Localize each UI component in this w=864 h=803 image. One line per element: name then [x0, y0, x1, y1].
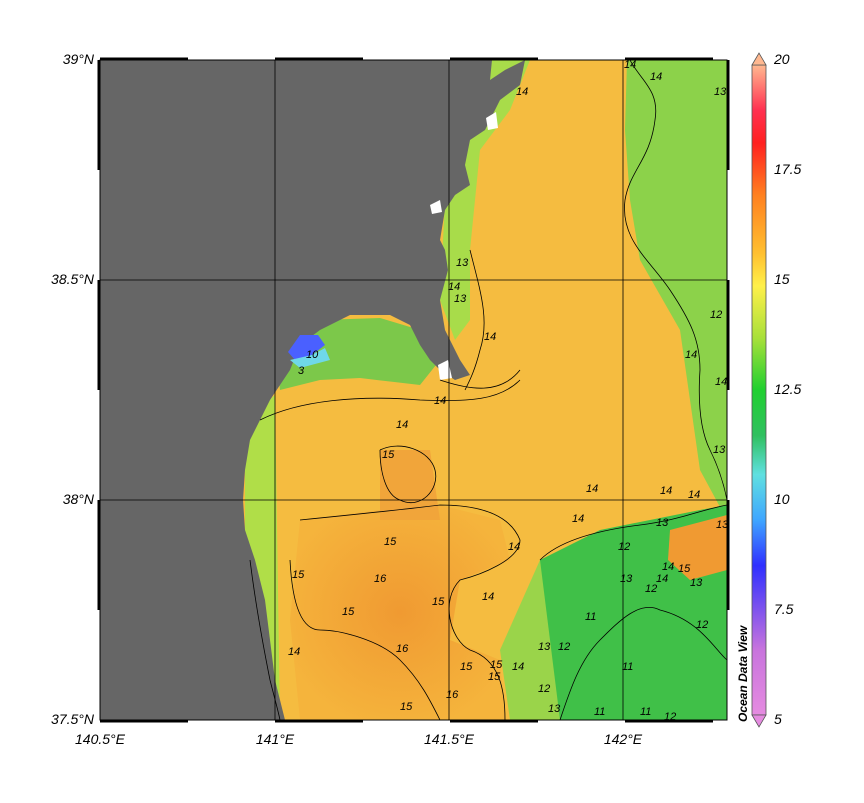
warm-patch-east [668, 515, 727, 580]
contour-label: 13 [690, 577, 703, 589]
contour-label: 11 [622, 661, 633, 673]
colorbar-bottom-cap [751, 714, 767, 728]
contour-label: 14 [482, 591, 494, 603]
contour-label: 13 [454, 293, 467, 305]
contour-label: 14 [448, 281, 460, 293]
contour-label: 13 [656, 517, 669, 529]
land-honshu [100, 60, 525, 720]
contour-label: 12 [618, 541, 630, 553]
lon-tick-label: 141°E [255, 731, 295, 747]
contour-label: 12 [710, 309, 722, 321]
cool-water-south-mid [500, 560, 560, 720]
island-small-2 [486, 112, 498, 130]
map-frame [99, 59, 728, 721]
contour-label: 14 [656, 573, 668, 585]
contour-label: 16 [396, 643, 409, 655]
colorbar-label: 17.5 [774, 161, 802, 177]
contour-label: 15 [400, 701, 413, 713]
contour-label: 14 [484, 331, 496, 343]
colorbar-label: 10 [774, 491, 790, 507]
frame-ticks [97, 57, 730, 723]
lat-tick-label: 38°N [62, 491, 94, 507]
contour-label: 11 [594, 706, 605, 718]
inlet-cyan [290, 348, 330, 368]
contour-label: 14 [396, 419, 408, 431]
contour-label: 15 [382, 449, 395, 461]
contour-label: 13 [538, 641, 551, 653]
colorbar-label: 5 [774, 711, 782, 727]
contour-label: 15 [432, 596, 445, 608]
contour-label: 14 [516, 86, 528, 98]
contour-label: 13 [456, 257, 469, 269]
contour-label: 14 [662, 561, 674, 573]
lon-tick-label: 142°E [603, 731, 643, 747]
contour-label: 14 [715, 376, 727, 388]
contour-label: 14 [508, 541, 520, 553]
island-small-3 [438, 360, 452, 380]
contour-label: 13 [713, 444, 726, 456]
contour-label: 15 [342, 606, 355, 618]
contour-label: 15 [490, 659, 503, 671]
contour-lines [249, 60, 727, 720]
colorbar-label: 20 [774, 51, 790, 67]
contour-label: 14 [685, 349, 697, 361]
cool-water-northeast [625, 60, 727, 520]
colorbar-label: 15 [774, 271, 790, 287]
contour-label: 15 [292, 569, 305, 581]
contour-label: 14 [288, 646, 300, 658]
contour-label: 14 [624, 59, 636, 71]
lat-tick-label: 37.5°N [51, 711, 94, 727]
contour-label: 15 [384, 536, 397, 548]
colorbar [751, 64, 767, 716]
colorbar-top-cap [751, 52, 767, 66]
warm-water-central [290, 505, 510, 720]
contour-label-layer: 14 14 13 13 14 12 13 14 14 13 14 14 14 1… [288, 59, 729, 723]
contour-label: 14 [660, 485, 672, 497]
contour-label: 11 [640, 706, 651, 718]
colorbar-label: 7.5 [774, 601, 794, 617]
contour-label: 14 [434, 395, 446, 407]
contour-label: 13 [620, 573, 633, 585]
contour-label: 14 [512, 661, 524, 673]
contour-label: 12 [664, 711, 676, 723]
warm-core [380, 450, 440, 520]
contour-label: 13 [716, 519, 729, 531]
contour-label: 3 [298, 365, 305, 377]
contour-label: 14 [650, 71, 662, 83]
contour-label: 16 [374, 573, 387, 585]
ocean-data-view-watermark: Ocean Data View [736, 625, 750, 722]
contour-label: 12 [558, 641, 570, 653]
contour-label: 12 [645, 583, 657, 595]
graticule [100, 60, 727, 720]
lon-tick-label: 140.5°E [75, 731, 125, 747]
contour-label: 12 [538, 683, 550, 695]
contour-label: 16 [446, 689, 459, 701]
lat-tick-label: 38.5°N [51, 271, 94, 287]
inlet-blue [288, 335, 325, 360]
lon-tick-label: 141.5°E [424, 731, 474, 747]
contour-label: 11 [585, 611, 596, 623]
contour-label: 15 [678, 563, 691, 575]
island-small-1 [430, 200, 442, 214]
contour-label: 14 [572, 513, 584, 525]
contour-label: 13 [714, 86, 727, 98]
contour-label: 13 [548, 703, 561, 715]
contour-label: 14 [688, 489, 700, 501]
contour-label: 15 [460, 661, 473, 673]
colorbar-label: 12.5 [774, 381, 802, 397]
contour-label: 14 [586, 483, 598, 495]
lat-tick-label: 39°N [62, 51, 94, 67]
contour-label: 12 [696, 619, 708, 631]
contour-label: 15 [488, 671, 501, 683]
contour-label: 10 [306, 349, 319, 361]
